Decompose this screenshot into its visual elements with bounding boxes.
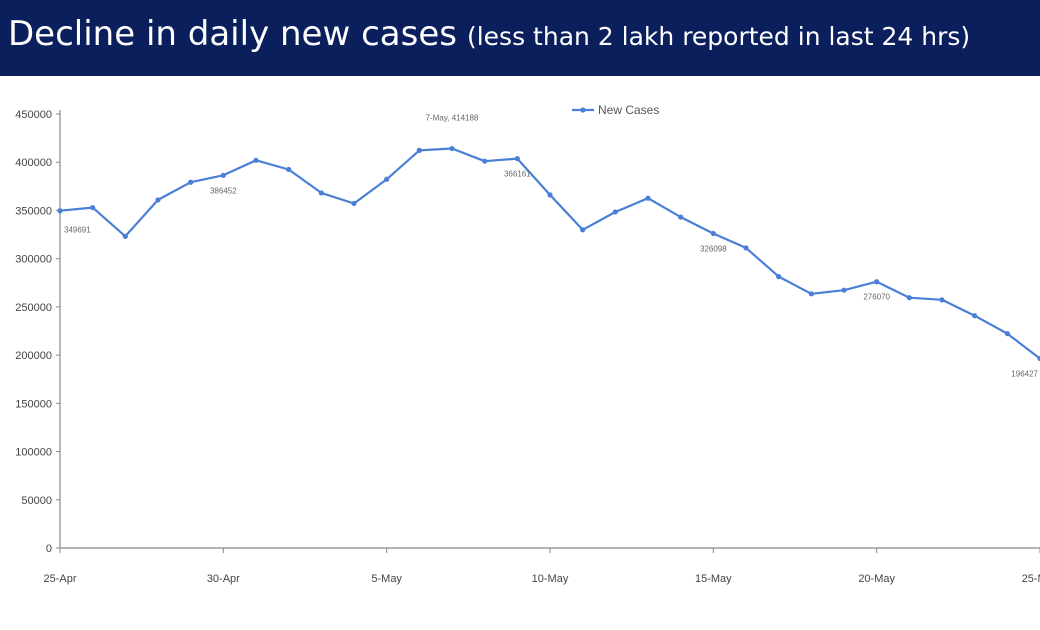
legend-marker — [580, 107, 586, 113]
y-tick-label: 200000 — [15, 350, 52, 362]
y-tick-label: 50000 — [21, 495, 52, 507]
data-point — [384, 176, 390, 182]
data-label: 276070 — [863, 293, 890, 302]
data-point — [188, 179, 194, 185]
data-point — [841, 287, 847, 293]
data-point — [547, 192, 553, 198]
y-tick-label: 150000 — [15, 398, 52, 410]
data-point — [286, 166, 292, 173]
y-tick-label: 100000 — [15, 447, 52, 459]
title-subtitle: (less than 2 lakh reported in last 24 hr… — [466, 22, 971, 51]
data-point — [90, 204, 96, 211]
data-point — [449, 145, 455, 152]
data-point — [253, 157, 259, 163]
x-tick-label: 10-May — [532, 573, 569, 585]
data-point — [972, 313, 978, 319]
legend-label: New Cases — [598, 103, 659, 117]
data-label: 7-May, 414188 — [426, 114, 479, 123]
x-tick-label: 20-May — [858, 573, 895, 585]
data-point — [939, 297, 945, 303]
data-point — [743, 245, 749, 251]
x-tick-label: 25-May — [1022, 573, 1040, 585]
page-title: Decline in daily new cases (less than 2 l… — [8, 14, 970, 54]
title-main-text: Decline in daily new cases — [8, 14, 457, 54]
line-chart: 0 50000 100000 150000 200000 250000 300000 3500… — [15, 103, 1040, 585]
data-point — [808, 291, 814, 297]
data-point — [351, 200, 357, 207]
data-point — [416, 147, 422, 153]
data-point — [678, 214, 684, 220]
data-point — [318, 190, 324, 196]
series-line-new-cases — [59, 147, 1040, 360]
data-label: 326098 — [700, 244, 727, 253]
y-tick-label: 250000 — [15, 302, 52, 314]
data-point — [1004, 330, 1010, 337]
data-point — [710, 230, 716, 237]
title-bar: Decline in daily new cases (less than 2 l… — [0, 0, 1040, 76]
data-point — [612, 209, 618, 215]
x-tick-label: 30-Apr — [207, 573, 240, 585]
data-point — [57, 208, 63, 214]
data-point — [776, 274, 782, 280]
data-label: 366161 — [504, 170, 531, 179]
data-point — [220, 172, 226, 178]
x-tick-label: 25-Apr — [43, 573, 76, 585]
data-point — [482, 158, 488, 164]
data-point — [1037, 355, 1040, 362]
x-tick-label: 5-May — [371, 573, 402, 585]
data-point — [874, 279, 880, 285]
data-label: 196427 — [1011, 370, 1038, 379]
y-tick-label: 300000 — [15, 254, 52, 266]
y-tick-label: 0 — [46, 543, 52, 555]
y-tick-label: 350000 — [15, 205, 52, 217]
data-point — [906, 295, 912, 301]
data-point — [645, 195, 651, 201]
y-tick-label: 400000 — [15, 157, 52, 169]
y-tick-label: 450000 — [15, 109, 52, 121]
data-point — [514, 156, 520, 162]
data-point — [155, 197, 161, 203]
data-point — [580, 227, 586, 233]
data-label: 386452 — [210, 186, 237, 195]
x-tick-label: 15-May — [695, 573, 732, 585]
data-point — [122, 233, 128, 239]
data-label: 349691 — [64, 226, 91, 235]
